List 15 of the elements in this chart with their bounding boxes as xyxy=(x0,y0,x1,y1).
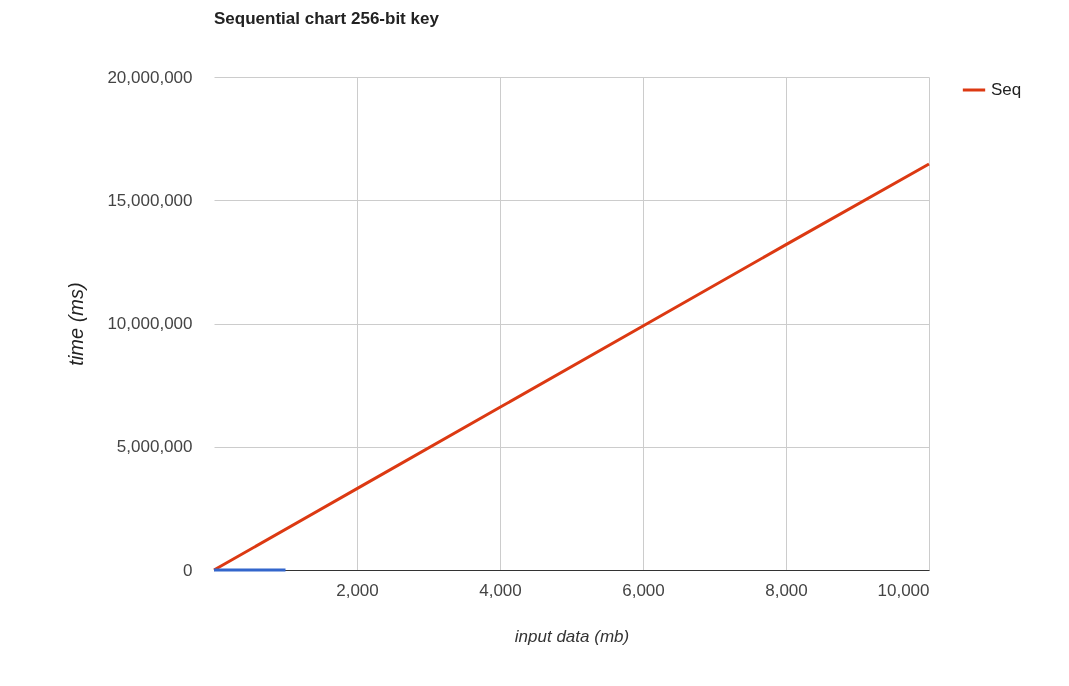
x-tick-label: 2,000 xyxy=(336,580,379,600)
x-tick-label: 4,000 xyxy=(479,580,522,600)
y-tick-label: 0 xyxy=(183,560,193,580)
x-tick-label: 6,000 xyxy=(622,580,665,600)
x-tick-label: 10,000 xyxy=(877,580,930,600)
y-tick-label: 10,000,000 xyxy=(107,314,193,333)
y-tick-label: 5,000,000 xyxy=(116,437,193,457)
x-tick-label: 8,000 xyxy=(765,580,808,600)
line-series xyxy=(212,162,931,572)
legend-label: Seq xyxy=(991,80,1022,99)
chart-title: Sequential chart 256-bit key xyxy=(214,9,440,28)
x-axis-title: input data (mb) xyxy=(514,626,630,646)
y-tick-label: 20,000,000 xyxy=(107,67,193,87)
y-tick-label: 15,000,000 xyxy=(107,190,193,210)
y-axis-title: time (ms) xyxy=(65,282,88,366)
